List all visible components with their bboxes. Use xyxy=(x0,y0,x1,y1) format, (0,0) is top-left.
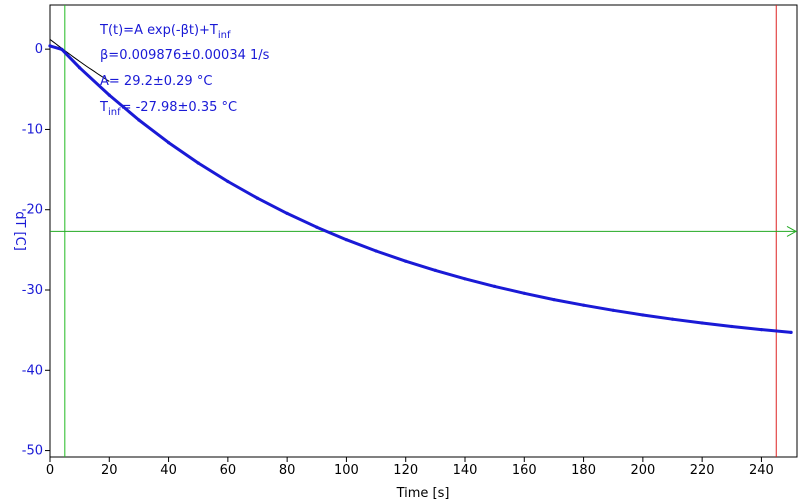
x-tick-label: 100 xyxy=(334,463,359,478)
x-tick-label: 240 xyxy=(749,463,774,478)
data-point xyxy=(137,118,141,122)
data-point xyxy=(226,179,230,184)
data-point xyxy=(78,66,82,70)
horizontal-cursor-arrow xyxy=(786,225,798,237)
data-point xyxy=(433,268,437,272)
data-point xyxy=(611,308,615,312)
fit-tinf-prefix: T xyxy=(99,100,108,115)
x-tick-label: 40 xyxy=(160,463,177,478)
data-point xyxy=(463,277,467,281)
data-point xyxy=(582,303,586,307)
x-tick-label: 80 xyxy=(279,463,296,478)
data-point xyxy=(196,161,200,165)
data-point xyxy=(522,291,526,295)
x-tick-label: 120 xyxy=(393,463,418,478)
fit-curve xyxy=(49,39,110,82)
fit-equation-subscript: inf xyxy=(218,30,231,41)
fit-tinf-value: = -27.98±0.35 °C xyxy=(121,100,237,115)
data-point xyxy=(60,47,64,52)
x-tick-label: 140 xyxy=(453,463,478,478)
y-tick-label: -40 xyxy=(22,363,43,378)
y-tick-label: -10 xyxy=(22,122,43,137)
data-point xyxy=(167,141,171,145)
fit-tinf: Tinf= -27.98±0.35 °C xyxy=(99,100,237,118)
x-axis: 0 20 40 60 80 100 120 140 160 180 200 220 240 xyxy=(46,457,774,478)
fit-equation: T(t)=A exp(-βt)+Tinf xyxy=(99,23,231,41)
data-point xyxy=(374,249,378,253)
fit-amplitude: A= 29.2±0.29 °C xyxy=(100,74,212,89)
data-point xyxy=(700,321,704,325)
x-axis-title: Time [s] xyxy=(396,486,450,501)
data-point xyxy=(48,44,52,48)
fit-beta: β=0.009876±0.00034 1/s xyxy=(100,48,270,63)
data-point xyxy=(730,324,734,329)
x-tick-label: 220 xyxy=(690,463,715,478)
x-tick-label: 0 xyxy=(46,463,54,478)
data-point xyxy=(670,317,675,321)
data-point xyxy=(404,259,408,263)
data-point xyxy=(107,93,111,97)
data-point xyxy=(255,196,260,200)
x-tick-label: 160 xyxy=(512,463,537,478)
y-axis-title: dT [C] xyxy=(12,211,27,251)
x-tick-label: 180 xyxy=(571,463,596,478)
x-tick-label: 60 xyxy=(220,463,237,478)
chart-marks xyxy=(48,5,798,457)
data-point xyxy=(759,328,764,332)
data-point xyxy=(315,225,319,229)
y-tick-label: -50 xyxy=(22,444,43,459)
fit-equation-main: T(t)=A exp(-βt)+T xyxy=(99,23,218,38)
data-point xyxy=(789,330,793,334)
data-point xyxy=(552,298,556,302)
data-point xyxy=(493,284,497,288)
fit-tinf-subscript: inf xyxy=(108,107,121,118)
y-tick-label: 0 xyxy=(35,42,43,57)
y-tick-label: -20 xyxy=(22,203,43,218)
x-tick-label: 200 xyxy=(630,463,655,478)
data-point xyxy=(641,313,645,317)
data-point xyxy=(344,238,348,242)
y-axis: 0 -10 -20 -30 -40 -50 xyxy=(22,42,50,459)
y-tick-label: -30 xyxy=(22,283,43,298)
x-tick-label: 20 xyxy=(101,463,118,478)
data-point xyxy=(285,211,289,215)
